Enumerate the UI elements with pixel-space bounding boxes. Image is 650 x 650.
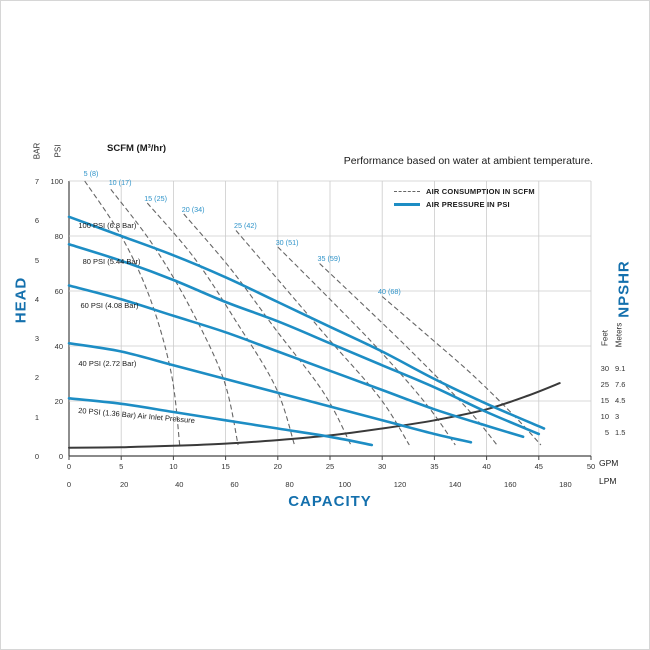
air-consumption-curve xyxy=(146,202,296,446)
y2-axis-title-npshr: NPSHR xyxy=(615,260,633,318)
air-consumption-curve xyxy=(319,263,498,446)
air-consumption-curve xyxy=(277,246,456,446)
bar-scale-label: BAR xyxy=(32,142,42,160)
y-axis-title-head: HEAD xyxy=(12,276,30,324)
lpm-unit-label: LPM xyxy=(599,476,617,486)
air-consumption-curve xyxy=(110,188,239,446)
scfm-units-header: SCFM (M³/hr) xyxy=(107,143,167,154)
air-consumption-curve xyxy=(84,180,181,446)
air-pressure-curve xyxy=(67,215,546,430)
x-axis-title-capacity: CAPACITY xyxy=(288,493,372,510)
legend-item-air-consumption: AIR CONSUMPTION IN SCFM xyxy=(394,185,535,198)
feet-scale-label: Feet xyxy=(600,329,610,347)
air-pressure-curve xyxy=(67,342,473,444)
air-consumption-curve xyxy=(381,296,542,446)
solid-line-sample-icon xyxy=(394,203,420,206)
air-pressure-curve xyxy=(67,284,525,439)
air-consumption-curve xyxy=(183,213,352,446)
npshr-curve xyxy=(68,382,561,449)
legend-item-air-pressure: AIR PRESSURE IN PSI xyxy=(394,198,535,211)
air-consumption-curve xyxy=(235,230,410,446)
air-pressure-curve xyxy=(67,243,541,436)
dashed-line-sample-icon xyxy=(394,191,420,192)
psi-scale-label: PSI xyxy=(53,144,63,158)
air-pressure-curve xyxy=(67,397,374,447)
legend: AIR CONSUMPTION IN SCFM AIR PRESSURE IN … xyxy=(394,185,535,211)
meters-scale-label: Meters xyxy=(614,322,624,348)
legend-label-air-consumption: AIR CONSUMPTION IN SCFM xyxy=(426,187,535,196)
legend-label-air-pressure: AIR PRESSURE IN PSI xyxy=(426,200,510,209)
gpm-unit-label: GPM xyxy=(599,458,619,468)
chart-title: Performance based on water at ambient te… xyxy=(343,155,593,167)
